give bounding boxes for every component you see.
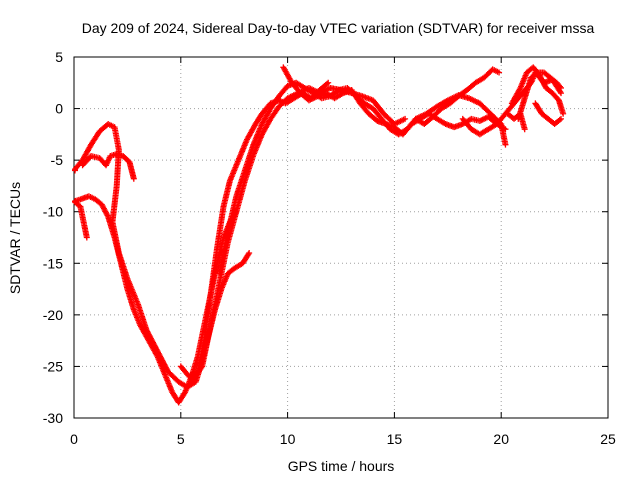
data-point	[556, 116, 563, 123]
x-tick-label: 20	[493, 431, 509, 447]
y-tick-label: -15	[43, 255, 63, 271]
data-point	[323, 80, 330, 87]
y-tick-label: -20	[43, 307, 63, 323]
data-point	[198, 364, 205, 371]
series-track-n	[532, 100, 565, 128]
x-tick-label: 10	[280, 431, 296, 447]
data-point	[502, 141, 509, 148]
x-tick-label: 0	[70, 431, 78, 447]
series-track-i	[412, 66, 503, 128]
x-tick-label: 15	[387, 431, 403, 447]
data-point	[558, 90, 565, 97]
data-point	[83, 234, 90, 241]
y-tick-label: -25	[43, 358, 63, 374]
chart-title: Day 209 of 2024, Sidereal Day-to-day VTE…	[82, 20, 595, 36]
x-tick-label: 5	[177, 431, 185, 447]
x-axis: 0 5 10 15 20 25	[70, 57, 616, 447]
series-track-c	[72, 198, 90, 241]
y-tick-label: -30	[43, 410, 63, 426]
data-point	[521, 126, 528, 133]
plot-frame	[73, 56, 609, 419]
series-track-d	[79, 150, 137, 182]
y-tick-label: 5	[55, 49, 63, 65]
data-point	[325, 79, 332, 86]
data-point	[334, 87, 341, 94]
data-point	[557, 88, 564, 95]
data-point	[245, 251, 252, 258]
series-track-m	[504, 110, 528, 133]
data-point	[246, 249, 253, 256]
x-axis-label: GPS time / hours	[288, 458, 395, 474]
y-axis: 5 0 -5 -10 -15 -20 -25 -30	[43, 49, 608, 426]
data-point	[560, 110, 567, 117]
data-point	[533, 70, 540, 77]
data-point	[558, 84, 565, 91]
data-point	[402, 115, 409, 122]
data-point	[496, 69, 503, 76]
data-point	[502, 126, 509, 133]
grid-lines	[74, 57, 608, 418]
y-tick-label: 0	[55, 101, 63, 117]
data-point	[556, 83, 563, 90]
data-point	[130, 175, 137, 182]
y-axis-label: SDTVAR / TECUs	[7, 182, 23, 294]
y-tick-label: -10	[43, 204, 63, 220]
data-point	[558, 115, 565, 122]
x-tick-label: 25	[600, 431, 616, 447]
series-track-g	[216, 79, 509, 277]
y-tick-label: -5	[51, 152, 64, 168]
data-points	[72, 64, 567, 406]
